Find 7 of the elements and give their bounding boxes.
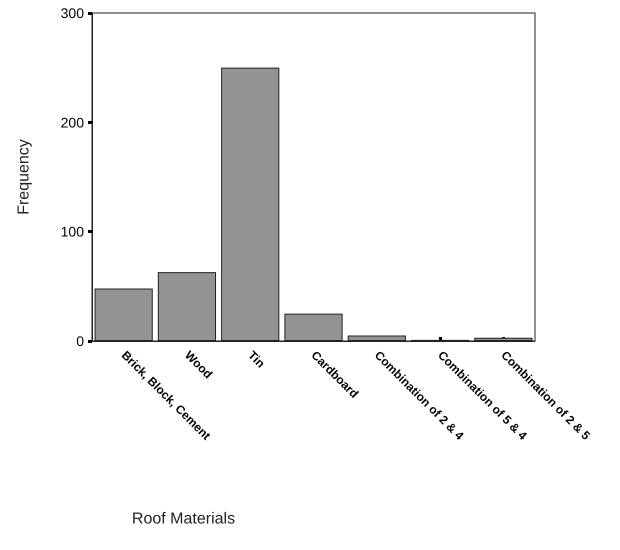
y-tick-label: 200 (60, 114, 84, 130)
x-tick-label: Tin (245, 348, 268, 371)
y-tick-label: 300 (60, 5, 84, 21)
y-tick-label: 0 (76, 333, 84, 349)
x-axis-title: Roof Materials (132, 510, 236, 528)
y-tick-label: 100 (60, 224, 84, 240)
y-axis-title: Frequency (16, 139, 32, 215)
